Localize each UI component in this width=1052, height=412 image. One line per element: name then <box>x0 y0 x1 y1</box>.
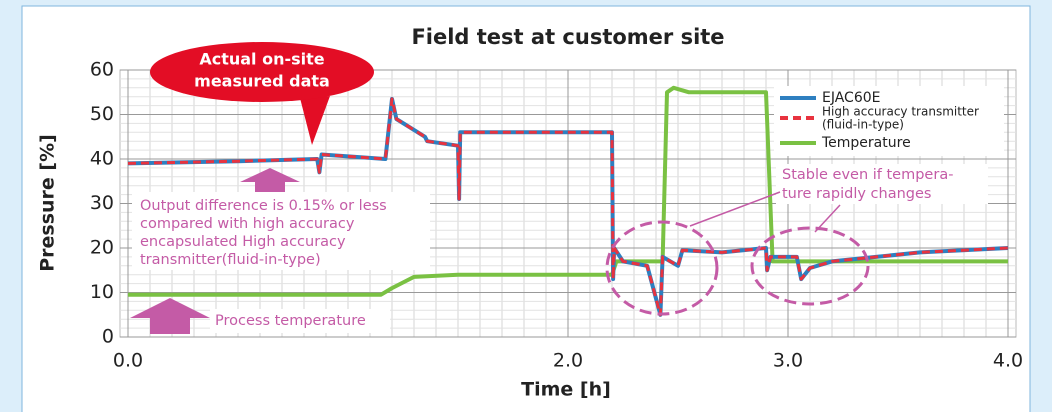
y-tick-label: 50 <box>90 103 114 125</box>
bubble-text: Actual on-site <box>199 50 324 69</box>
highlight <box>605 220 719 316</box>
legend-label: (fluid-in-type) <box>822 118 904 132</box>
bubble-tail <box>300 96 330 145</box>
x-tick-label: 4.0 <box>993 350 1023 372</box>
y-tick-label: 20 <box>90 237 114 259</box>
note-box <box>132 192 430 270</box>
pointer <box>689 191 781 227</box>
highlight <box>750 226 870 306</box>
arrow <box>240 168 300 192</box>
x-tick-label: 0.0 <box>113 350 143 372</box>
y-tick-label: 0 <box>102 326 114 348</box>
stable-text: ture rapidly changes <box>782 186 931 202</box>
bubble-text: measured data <box>194 72 330 91</box>
x-axis-label: Time [h] <box>521 379 611 401</box>
note-box <box>776 164 988 204</box>
note-text: Output difference is 0.15% or less <box>140 198 387 214</box>
note-text: encapsulated High accuracy <box>140 234 346 250</box>
y-tick-label: 30 <box>90 192 114 214</box>
y-tick-label: 60 <box>90 59 114 81</box>
y-tick-label: 40 <box>90 148 114 170</box>
bubble <box>150 42 374 102</box>
y-tick-label: 10 <box>90 281 114 303</box>
legend-label: EJAC60E <box>822 90 881 106</box>
chart-title: Field test at customer site <box>411 25 724 49</box>
legend-label: Temperature <box>821 135 911 151</box>
legend-label: High accuracy transmitter <box>822 105 979 119</box>
x-tick-label: 2.0 <box>553 350 583 372</box>
process-text: Process temperature <box>215 313 366 329</box>
series-line <box>127 97 1009 317</box>
y-axis-label: Pressure [%] <box>37 134 59 272</box>
note-box <box>210 309 390 333</box>
plot <box>127 85 1009 317</box>
note-text: compared with high accuracy <box>140 216 355 232</box>
note-text: transmitter(fluid-in-type) <box>140 252 321 268</box>
stable-text: Stable even if tempera- <box>782 167 953 183</box>
arrow <box>130 298 210 334</box>
annotations: Actual on-site measured data Output diff… <box>130 42 988 334</box>
x-tick-label: 3.0 <box>773 350 803 372</box>
series-line <box>128 85 1008 297</box>
